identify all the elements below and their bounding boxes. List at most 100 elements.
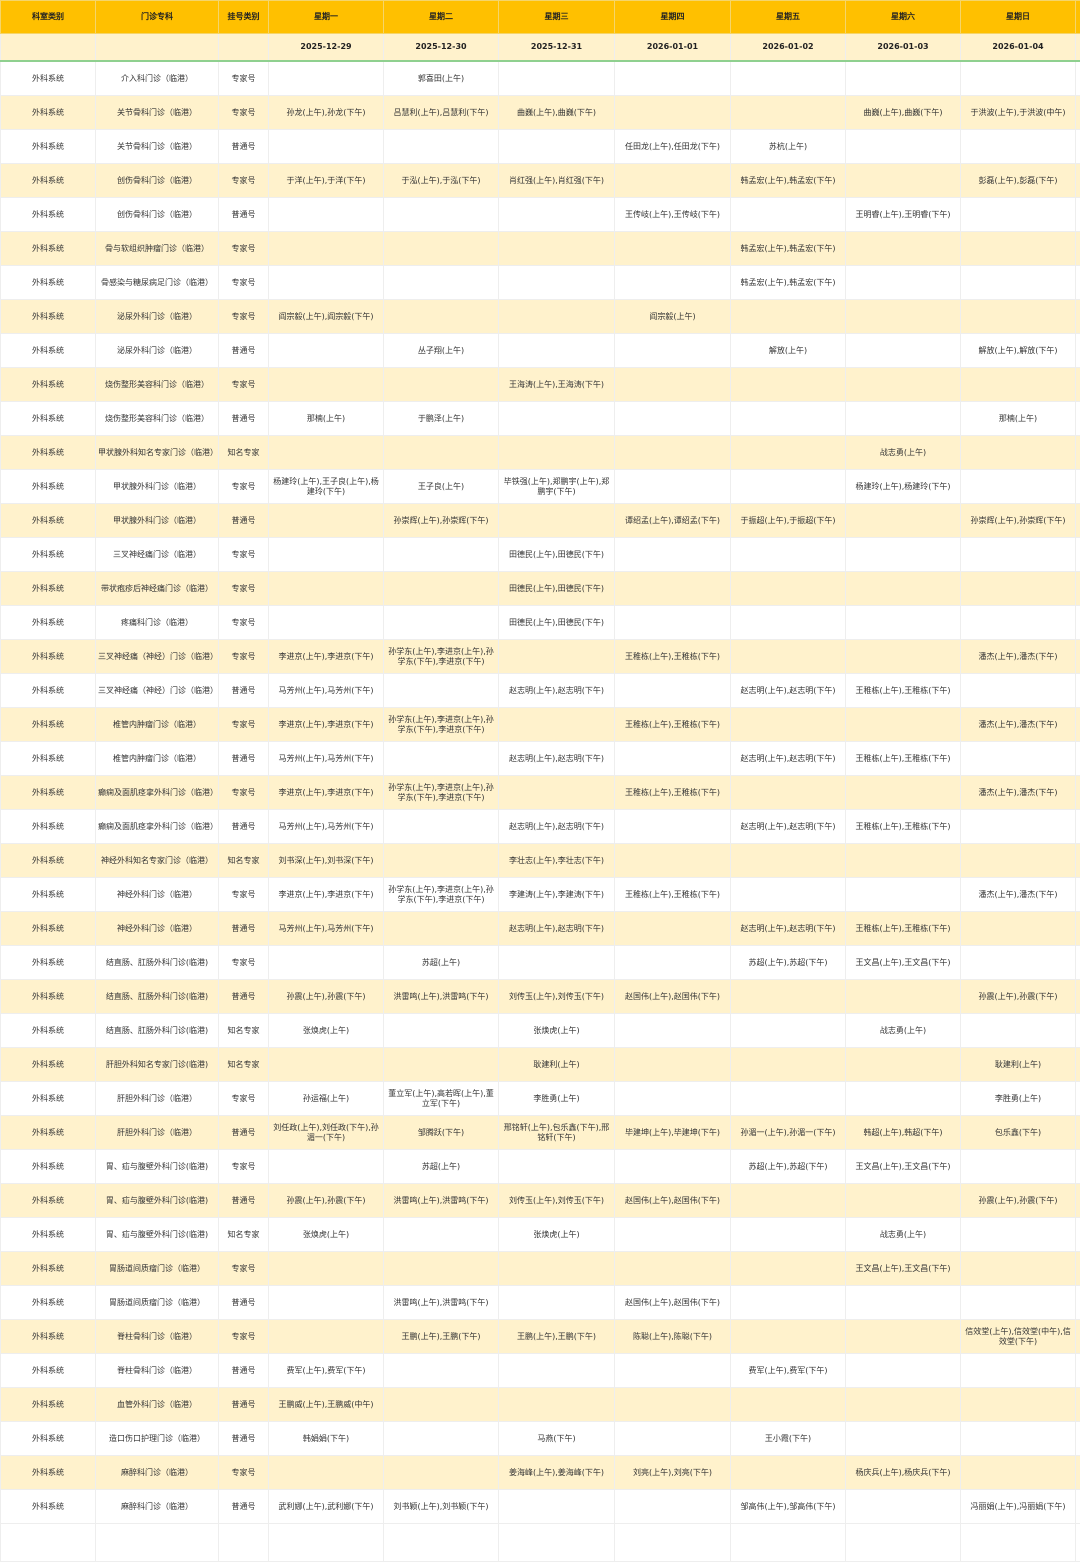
schedule-cell-thursday bbox=[615, 96, 731, 130]
schedule-cell-saturday bbox=[846, 844, 961, 878]
table-row: 外科系统疼痛科门诊（临港）专家号田德民(上午),田德民(下午) bbox=[1, 606, 1080, 640]
schedule-cell-friday: 赵志明(上午),赵志明(下午) bbox=[731, 674, 846, 708]
schedule-cell-tuesday bbox=[384, 1252, 499, 1286]
filler-cell bbox=[1076, 1116, 1080, 1150]
schedule-cell-friday: 邹高伟(上午),邹高伟(下午) bbox=[731, 1490, 846, 1524]
filler-cell bbox=[1076, 436, 1080, 470]
table-row: 外科系统胃、疝与腹壁外科门诊(临港)知名专家张焕虎(上午)张焕虎(上午)战志勇(… bbox=[1, 1218, 1080, 1252]
schedule-cell-saturday bbox=[846, 300, 961, 334]
clinic-specialty-cell: 肝胆外科知名专家门诊(临港) bbox=[96, 1048, 219, 1082]
empty-cell bbox=[1076, 1524, 1080, 1562]
schedule-cell-monday bbox=[269, 1286, 384, 1320]
schedule-cell-friday: 韩孟宏(上午),韩孟宏(下午) bbox=[731, 232, 846, 266]
schedule-cell-saturday bbox=[846, 606, 961, 640]
registration-type-cell: 普通号 bbox=[219, 198, 269, 232]
dept-category-cell: 外科系统 bbox=[1, 504, 96, 538]
table-row: 外科系统骨与软组织肿瘤门诊（临港）专家号韩孟宏(上午),韩孟宏(下午) bbox=[1, 232, 1080, 266]
schedule-cell-thursday bbox=[615, 61, 731, 96]
clinic-specialty-cell: 胃、疝与腹壁外科门诊(临港) bbox=[96, 1218, 219, 1252]
registration-type-cell: 普通号 bbox=[219, 1422, 269, 1456]
schedule-cell-saturday bbox=[846, 980, 961, 1014]
schedule-cell-monday bbox=[269, 538, 384, 572]
schedule-cell-sunday bbox=[961, 368, 1076, 402]
dept-category-cell: 外科系统 bbox=[1, 1116, 96, 1150]
schedule-cell-monday: 于洋(上午),于洋(下午) bbox=[269, 164, 384, 198]
filler-cell bbox=[1076, 1048, 1080, 1082]
schedule-cell-monday bbox=[269, 266, 384, 300]
filler-cell bbox=[1076, 810, 1080, 844]
schedule-cell-saturday bbox=[846, 402, 961, 436]
filler-cell bbox=[1076, 606, 1080, 640]
schedule-cell-monday: 武利娜(上午),武利娜(下午) bbox=[269, 1490, 384, 1524]
schedule-cell-tuesday bbox=[384, 606, 499, 640]
clinic-specialty-cell: 创伤骨科门诊（临港） bbox=[96, 198, 219, 232]
registration-type-cell: 知名专家 bbox=[219, 1048, 269, 1082]
schedule-cell-sunday: 彭磊(上午),彭磊(下午) bbox=[961, 164, 1076, 198]
dept-category-cell: 外科系统 bbox=[1, 1456, 96, 1490]
schedule-cell-monday: 马芳州(上午),马芳州(下午) bbox=[269, 810, 384, 844]
dept-category-cell: 外科系统 bbox=[1, 572, 96, 606]
schedule-cell-monday: 孙震(上午),孙震(下午) bbox=[269, 1184, 384, 1218]
schedule-cell-sunday: 耿建利(上午) bbox=[961, 1048, 1076, 1082]
schedule-cell-thursday bbox=[615, 334, 731, 368]
schedule-cell-monday: 王鹏威(上午),王鹏威(中午) bbox=[269, 1388, 384, 1422]
dept-category-cell: 外科系统 bbox=[1, 232, 96, 266]
schedule-cell-monday: 费军(上午),费军(下午) bbox=[269, 1354, 384, 1388]
schedule-cell-monday bbox=[269, 572, 384, 606]
schedule-cell-tuesday bbox=[384, 266, 499, 300]
schedule-cell-tuesday: 于泓(上午),于泓(下午) bbox=[384, 164, 499, 198]
schedule-cell-monday: 李进京(上午),李进京(下午) bbox=[269, 708, 384, 742]
schedule-cell-wednesday: 李建涛(上午),李建涛(下午) bbox=[499, 878, 615, 912]
schedule-cell-wednesday: 田德民(上午),田德民(下午) bbox=[499, 572, 615, 606]
table-row: 外科系统肝胆外科门诊（临港）普通号刘任政(上午),刘任政(下午),孙湄一(下午)… bbox=[1, 1116, 1080, 1150]
schedule-cell-friday bbox=[731, 61, 846, 96]
schedule-cell-thursday bbox=[615, 810, 731, 844]
schedule-cell-monday: 张焕虎(上午) bbox=[269, 1218, 384, 1252]
empty-cell bbox=[219, 1524, 269, 1562]
schedule-cell-monday: 李进京(上午),李进京(下午) bbox=[269, 776, 384, 810]
filler-cell bbox=[1076, 232, 1080, 266]
schedule-cell-thursday: 任田龙(上午),任田龙(下午) bbox=[615, 130, 731, 164]
filler-cell bbox=[1076, 1490, 1080, 1524]
schedule-cell-tuesday bbox=[384, 844, 499, 878]
clinic-specialty-cell: 三叉神经痛门诊（临港） bbox=[96, 538, 219, 572]
registration-type-cell: 专家号 bbox=[219, 776, 269, 810]
schedule-cell-thursday bbox=[615, 572, 731, 606]
filler-cell bbox=[1076, 1218, 1080, 1252]
schedule-cell-wednesday: 姜海峰(上午),姜海峰(下午) bbox=[499, 1456, 615, 1490]
schedule-cell-friday: 王小霞(下午) bbox=[731, 1422, 846, 1456]
registration-type-cell: 普通号 bbox=[219, 402, 269, 436]
dept-category-cell: 外科系统 bbox=[1, 1014, 96, 1048]
schedule-cell-saturday: 王稚栋(上午),王稚栋(下午) bbox=[846, 742, 961, 776]
table-row: 外科系统癫痫及面肌痉挛外科门诊（临港）普通号马芳州(上午),马芳州(下午)赵志明… bbox=[1, 810, 1080, 844]
schedule-cell-monday bbox=[269, 504, 384, 538]
schedule-cell-tuesday: 孙崇辉(上午),孙崇辉(下午) bbox=[384, 504, 499, 538]
schedule-cell-thursday: 毕建坤(上午),毕建坤(下午) bbox=[615, 1116, 731, 1150]
schedule-cell-thursday: 赵国伟(上午),赵国伟(下午) bbox=[615, 1286, 731, 1320]
schedule-cell-monday bbox=[269, 130, 384, 164]
clinic-specialty-cell: 骨感染与糖尿病足门诊（临港） bbox=[96, 266, 219, 300]
clinic-specialty-cell: 甲状腺外科门诊（临港） bbox=[96, 504, 219, 538]
dept-category-cell: 外科系统 bbox=[1, 1218, 96, 1252]
schedule-cell-wednesday bbox=[499, 776, 615, 810]
schedule-cell-monday bbox=[269, 1048, 384, 1082]
clinic-specialty-cell: 脊柱骨科门诊（临港） bbox=[96, 1354, 219, 1388]
schedule-cell-tuesday bbox=[384, 810, 499, 844]
schedule-cell-monday: 孙运福(上午) bbox=[269, 1082, 384, 1116]
schedule-cell-saturday: 王稚栋(上午),王稚栋(下午) bbox=[846, 810, 961, 844]
schedule-cell-thursday: 阎宗毅(上午) bbox=[615, 300, 731, 334]
schedule-cell-wednesday bbox=[499, 946, 615, 980]
registration-type-cell: 普通号 bbox=[219, 674, 269, 708]
registration-type-cell: 专家号 bbox=[219, 368, 269, 402]
schedule-cell-monday: 马芳州(上午),马芳州(下午) bbox=[269, 912, 384, 946]
schedule-cell-monday: 孙龙(上午),孙龙(下午) bbox=[269, 96, 384, 130]
schedule-cell-saturday: 战志勇(上午) bbox=[846, 1014, 961, 1048]
schedule-cell-wednesday: 李壮志(上午),李壮志(下午) bbox=[499, 844, 615, 878]
filler-cell bbox=[1076, 1422, 1080, 1456]
schedule-cell-saturday bbox=[846, 1388, 961, 1422]
table-row: 外科系统结直肠、肛肠外科门诊(临港)普通号孙震(上午),孙震(下午)洪雷鸣(上午… bbox=[1, 980, 1080, 1014]
clinic-specialty-cell: 骨与软组织肿瘤门诊（临港） bbox=[96, 232, 219, 266]
schedule-cell-thursday bbox=[615, 946, 731, 980]
schedule-cell-friday bbox=[731, 1048, 846, 1082]
registration-type-cell: 专家号 bbox=[219, 640, 269, 674]
